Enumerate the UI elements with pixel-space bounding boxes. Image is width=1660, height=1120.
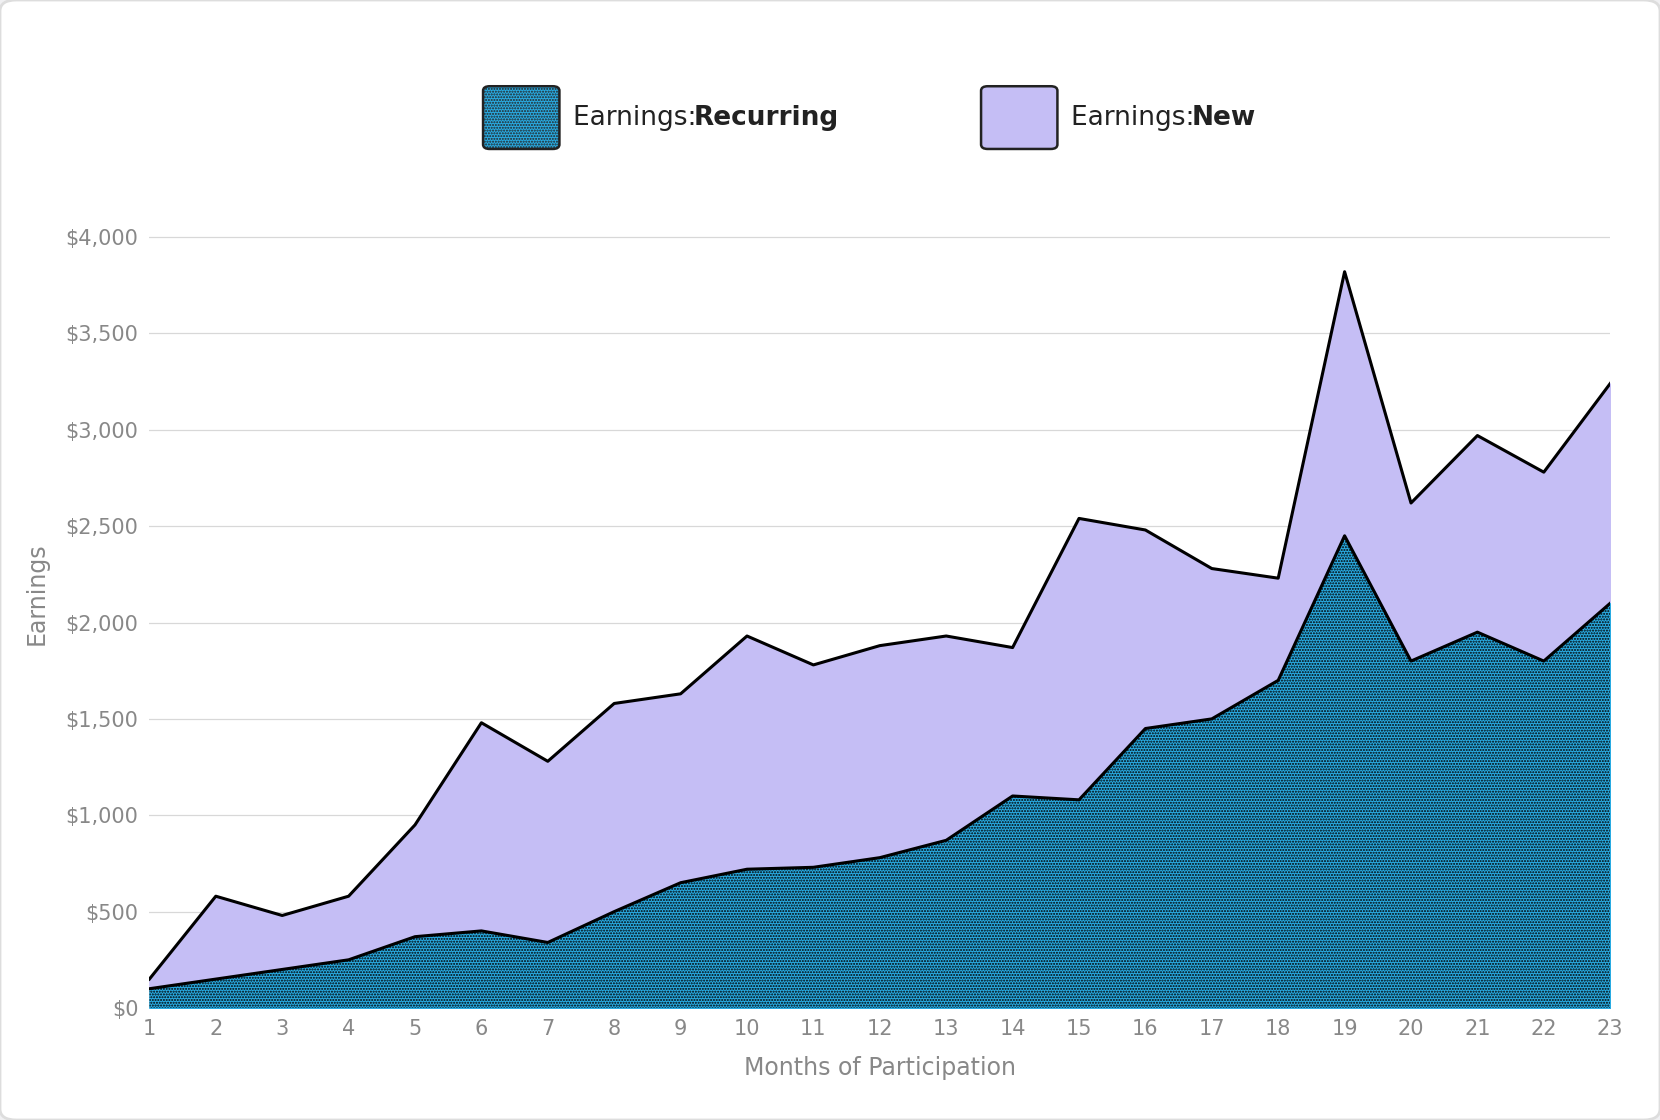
Y-axis label: Earnings: Earnings [25, 542, 48, 645]
Text: Recurring: Recurring [694, 104, 840, 131]
Text: Earnings:: Earnings: [1071, 104, 1202, 131]
Text: New: New [1192, 104, 1257, 131]
Text: Earnings:: Earnings: [573, 104, 704, 131]
X-axis label: Months of Participation: Months of Participation [744, 1056, 1016, 1080]
